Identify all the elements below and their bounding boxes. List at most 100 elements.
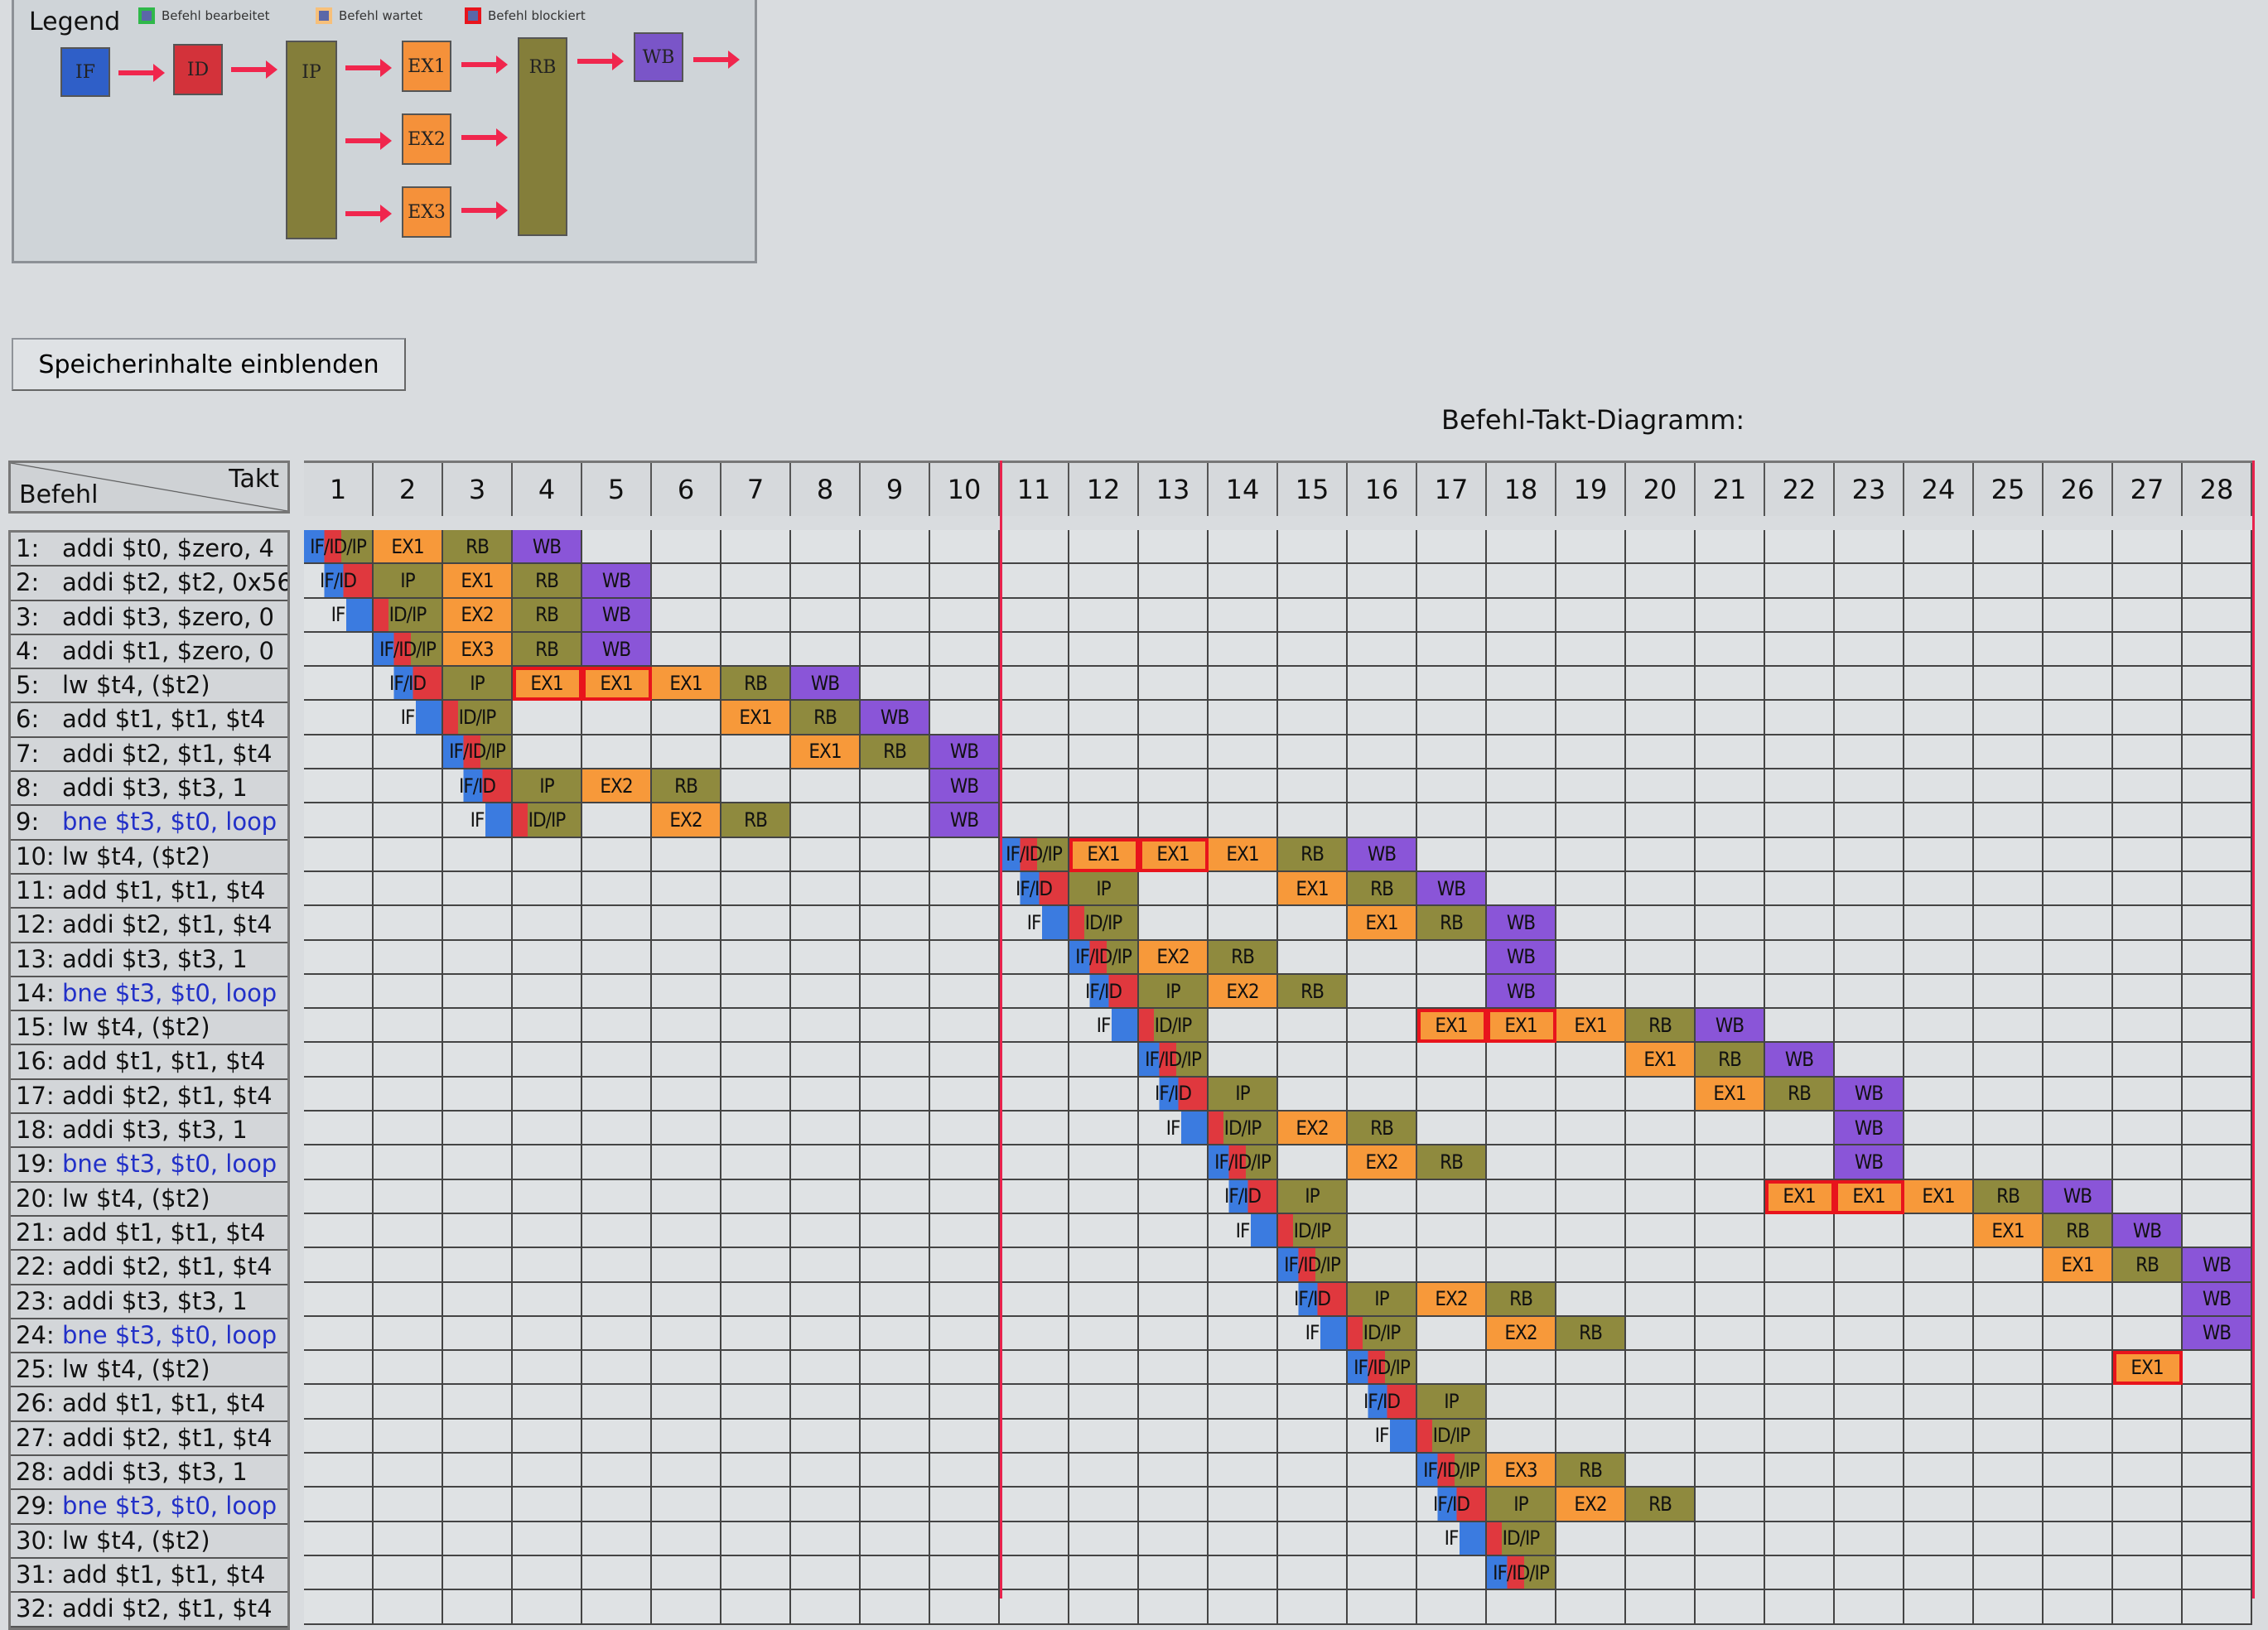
- pipeline-row: IF ID/IP: [304, 1419, 2252, 1454]
- empty-cell: [1626, 837, 1696, 872]
- empty-cell: [304, 1385, 374, 1420]
- empty-cell: [861, 1179, 930, 1214]
- empty-cell: [374, 1043, 443, 1078]
- instruction-row-label: 12: addi $t2, $t1, $t4: [11, 909, 287, 943]
- instruction-row-label: 26: add $t1, $t1, $t4: [11, 1387, 287, 1422]
- empty-cell: [1974, 1351, 2044, 1386]
- empty-cell: [1278, 940, 1348, 975]
- empty-cell: [1556, 632, 1626, 668]
- empty-cell: [2183, 1385, 2252, 1420]
- empty-cell: [1348, 769, 1417, 804]
- empty-cell: [1835, 735, 1904, 770]
- empty-cell: [1278, 1555, 1348, 1591]
- empty-cell: [582, 1521, 652, 1556]
- pipeline-row: IF/ID/IP EX1 RB WB: [304, 735, 2252, 770]
- empty-cell: [1626, 769, 1696, 804]
- empty-cell: [1765, 1454, 1835, 1488]
- instruction-number: 30:: [16, 1526, 55, 1555]
- clock-header-23: 23: [1835, 463, 1904, 516]
- stage-cell-rb: RB: [721, 667, 791, 702]
- empty-cell: [652, 1077, 721, 1112]
- show-memory-contents-button[interactable]: Speicherinhalte einblenden: [12, 338, 406, 391]
- empty-cell: [721, 1248, 791, 1283]
- empty-cell: [1696, 974, 1765, 1010]
- empty-cell: [2044, 1521, 2113, 1556]
- empty-cell: [443, 1043, 513, 1078]
- empty-cell: [1835, 701, 1904, 735]
- empty-cell: [1069, 1419, 1139, 1454]
- empty-cell: [1904, 1488, 1974, 1522]
- empty-cell: [374, 1419, 443, 1454]
- empty-cell: [582, 1282, 652, 1317]
- empty-cell: [2113, 1179, 2183, 1214]
- instruction-text: addi $t2, $t2, 0x56: [62, 568, 287, 597]
- instruction-text: addi $t3, $t3, 1: [62, 774, 248, 803]
- empty-cell: [1069, 1521, 1139, 1556]
- empty-cell: [513, 974, 582, 1010]
- empty-cell: [1209, 1521, 1278, 1556]
- empty-cell: [443, 974, 513, 1010]
- empty-cell: [513, 1145, 582, 1180]
- stage-cell-rb: RB: [1209, 940, 1278, 975]
- stage-cell-ex1: EX1: [1556, 1009, 1626, 1044]
- empty-cell: [1696, 1112, 1765, 1146]
- empty-cell: [652, 1555, 721, 1591]
- empty-cell: [721, 1590, 791, 1625]
- empty-cell: [513, 1077, 582, 1112]
- empty-cell: [652, 1521, 721, 1556]
- empty-cell: [1487, 1043, 1556, 1078]
- empty-cell: [1696, 632, 1765, 668]
- empty-cell: [513, 837, 582, 872]
- empty-cell: [513, 1521, 582, 1556]
- empty-cell: [861, 1555, 930, 1591]
- stage-cell-ip: IP: [1069, 871, 1139, 907]
- stage-cell-wb: WB: [930, 769, 1000, 804]
- empty-cell: [1765, 701, 1835, 735]
- instruction-text: lw $t4, ($t2): [62, 1184, 210, 1213]
- empty-cell: [2044, 564, 2113, 599]
- empty-cell: [652, 1488, 721, 1522]
- empty-cell: [1765, 1351, 1835, 1386]
- empty-cell: [1904, 1419, 1974, 1454]
- empty-cell: [374, 1454, 443, 1488]
- empty-cell: [1000, 1555, 1069, 1591]
- empty-cell: [1069, 1145, 1139, 1180]
- empty-cell: [1069, 1488, 1139, 1522]
- stage-cell-rb: RB: [1765, 1077, 1835, 1112]
- instruction-text: lw $t4, ($t2): [62, 671, 210, 700]
- empty-cell: [791, 1555, 861, 1591]
- empty-cell: [791, 1316, 861, 1352]
- empty-cell: [2113, 803, 2183, 838]
- empty-cell: [374, 940, 443, 975]
- empty-cell: [1904, 1077, 1974, 1112]
- empty-cell: [2113, 974, 2183, 1010]
- pipeline-row: IF ID/IP EX1 EX1 EX1 RB WB: [304, 1009, 2252, 1044]
- empty-cell: [2113, 1145, 2183, 1180]
- empty-cell: [2044, 906, 2113, 941]
- empty-cell: [1904, 1213, 1974, 1249]
- empty-cell: [1139, 1316, 1209, 1352]
- empty-cell: [930, 1077, 1000, 1112]
- empty-cell: [513, 940, 582, 975]
- empty-cell: [1696, 1351, 1765, 1386]
- empty-cell: [513, 871, 582, 907]
- stage-cell-id-ip: ID/IP: [1278, 1213, 1348, 1249]
- empty-cell: [1974, 871, 2044, 907]
- stage-cell-wb: WB: [2113, 1213, 2183, 1249]
- empty-cell: [1000, 803, 1069, 838]
- empty-cell: [1487, 1077, 1556, 1112]
- empty-cell: [861, 940, 930, 975]
- empty-cell: [2044, 1282, 2113, 1317]
- stage-cell-if-id-ip: IF/ID/IP: [1069, 940, 1139, 975]
- empty-cell: [1000, 1009, 1069, 1044]
- clock-header-17: 17: [1417, 463, 1487, 516]
- empty-cell: [374, 1179, 443, 1214]
- empty-cell: [1209, 871, 1278, 907]
- empty-cell: [930, 1145, 1000, 1180]
- empty-cell: [2183, 632, 2252, 668]
- stage-cell-if: IF: [374, 701, 443, 735]
- empty-cell: [861, 974, 930, 1010]
- empty-cell: [513, 1385, 582, 1420]
- pipeline-row: IF/ID/IP EX1 RB WB: [304, 530, 2252, 565]
- empty-cell: [861, 632, 930, 668]
